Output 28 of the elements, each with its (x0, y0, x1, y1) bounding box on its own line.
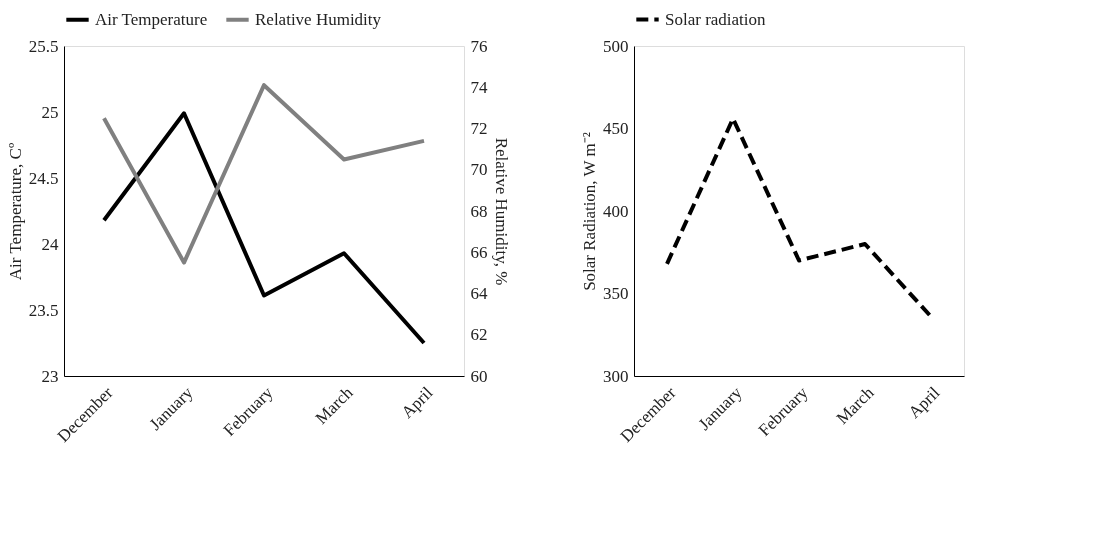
y-tick-label: 450 (603, 119, 629, 138)
y2-tick-label: 60 (470, 366, 488, 386)
y2-tick-label: 70 (470, 160, 488, 180)
y2-tick-label: 68 (470, 201, 488, 221)
y2-tick-label: 74 (470, 77, 488, 97)
legend-label: Solar radiation (665, 9, 767, 29)
y2-tick-label: 66 (470, 242, 488, 262)
y-tick-label: 300 (603, 366, 629, 386)
y-tick-label: 400 (603, 201, 629, 221)
y-tick-label: 23 (41, 366, 59, 386)
y2-tick-label: 72 (470, 119, 488, 138)
y-tick-label: 24 (41, 234, 59, 254)
legend-label: Air Temperature (95, 9, 208, 29)
y-axis-title: Air Temperature, Cº (5, 142, 25, 281)
y-tick-label: 25 (41, 102, 59, 122)
y2-tick-label: 76 (470, 36, 488, 56)
y-tick-label: 23.5 (28, 300, 59, 320)
y2-tick-label: 64 (470, 284, 488, 303)
legend-label: Relative Humidity (255, 9, 382, 29)
y2-axis-title: Relative Humidity, % (491, 137, 511, 286)
line-series (102, 83, 426, 265)
y2-tick-label: 62 (470, 325, 488, 345)
y-tick-label: 24.5 (28, 168, 59, 188)
y-axis-title: Solar Radiation, W m⁻² (580, 132, 599, 291)
y-tick-label: 500 (603, 36, 629, 56)
y-tick-label: 350 (603, 284, 629, 303)
line-series (102, 111, 426, 345)
y-tick-label: 25.5 (28, 36, 59, 56)
